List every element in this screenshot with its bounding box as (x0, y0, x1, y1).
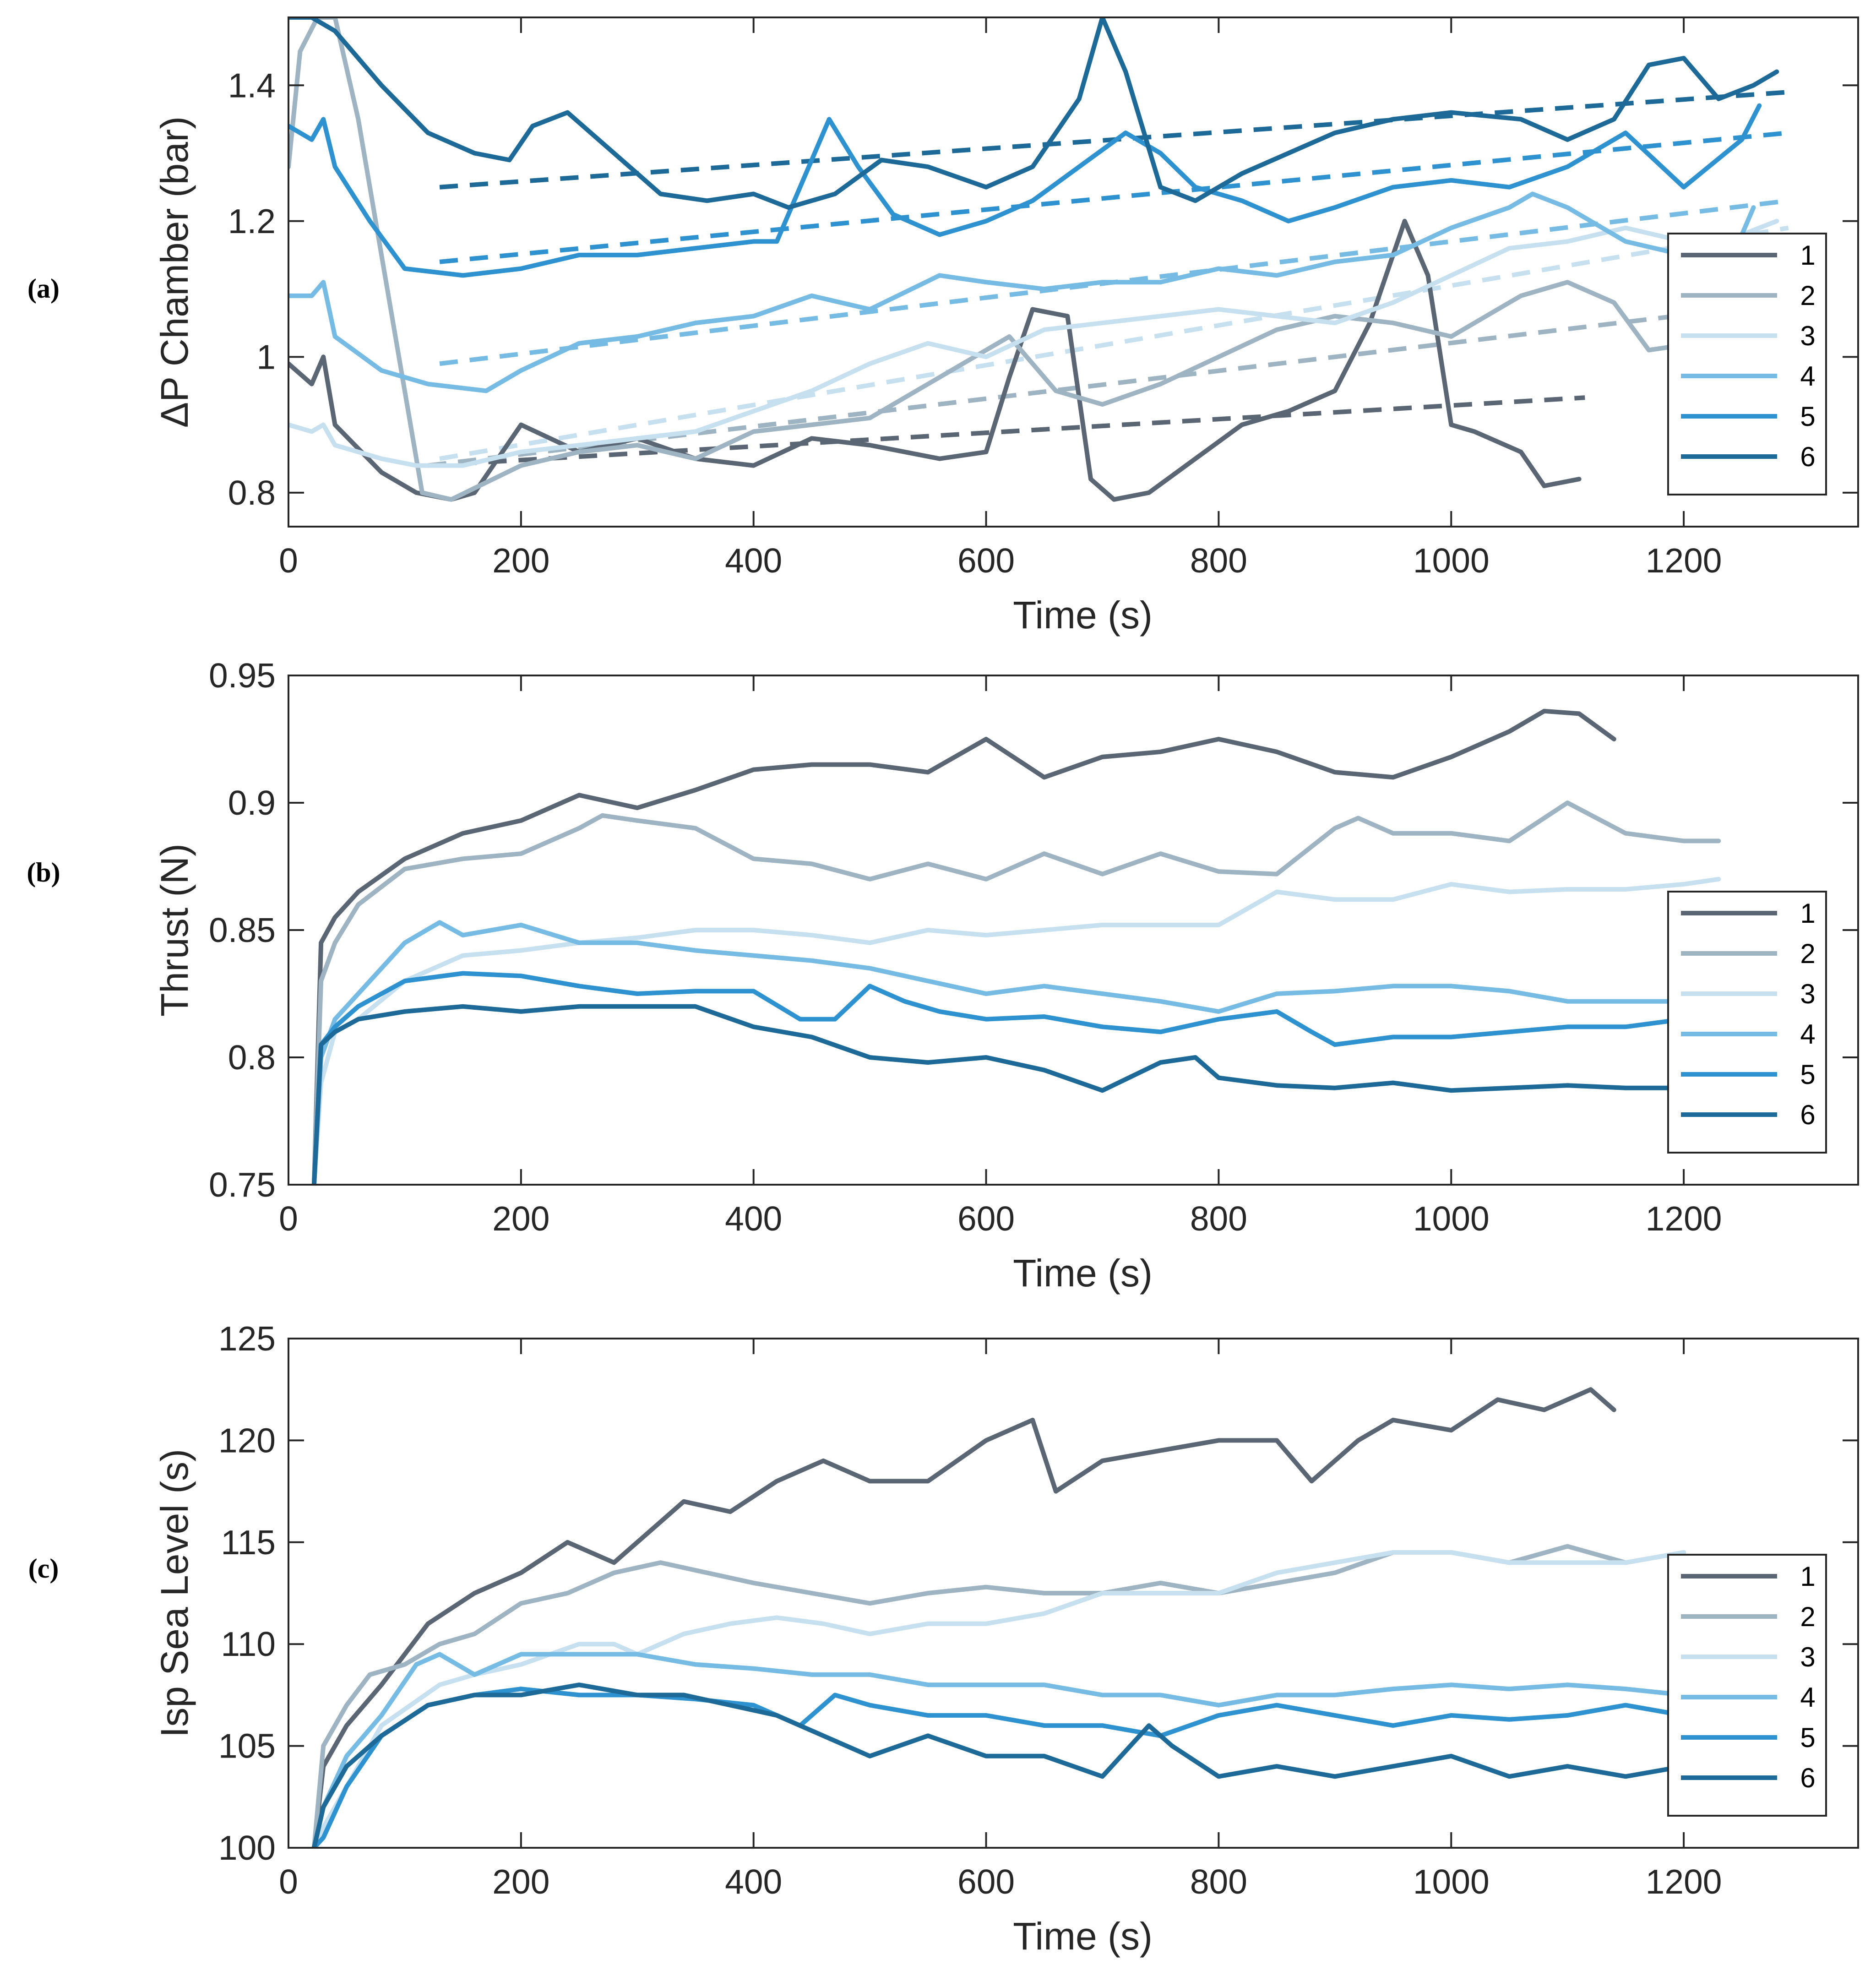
x-tick-label: 1000 (1413, 1862, 1490, 1901)
series-line-2 (311, 800, 1721, 1185)
series-line-6 (288, 17, 1779, 210)
legend-box (1667, 891, 1827, 1154)
y-axis-label: ΔP Chamber (bar) (153, 116, 196, 428)
x-tick-label: 600 (957, 1862, 1015, 1901)
x-tick-label: 1200 (1646, 541, 1722, 580)
legend: 1 2 3 4 5 6 (1667, 891, 1827, 1154)
axes-frame (288, 1338, 1859, 1849)
x-tick-label: 1000 (1413, 541, 1490, 580)
x-axis-label: Time (s) (1013, 1252, 1153, 1295)
trend-line-3 (439, 225, 1789, 461)
y-tick-label: 115 (221, 1523, 276, 1562)
x-tick-label: 0 (279, 1862, 298, 1901)
legend-box (1667, 1554, 1827, 1817)
y-tick-label: 0.8 (228, 1038, 276, 1077)
panel-c: (c) 0 200 400 600 800 1000 1200 100 105 110 115 120 1… (28, 1319, 1859, 1958)
axes-frame (288, 675, 1859, 1186)
legend-label-2: 2 (1800, 1601, 1815, 1632)
y-tick-label: 0.9 (228, 784, 276, 822)
x-tick-label: 200 (492, 1199, 549, 1238)
series-line-3 (288, 218, 1779, 468)
panel-label: (c) (28, 1553, 59, 1584)
x-tick-label: 1000 (1413, 1199, 1490, 1238)
legend-label-5: 5 (1800, 401, 1815, 432)
x-tick-label: 600 (957, 1199, 1015, 1238)
x-tick-label: 0 (279, 1199, 298, 1238)
legend-label-4: 4 (1800, 361, 1815, 392)
y-tick-label: 1 (256, 337, 276, 376)
legend: 1 2 3 4 5 6 (1667, 1554, 1827, 1817)
legend-label-4: 4 (1800, 1019, 1815, 1050)
x-tick-label: 1200 (1646, 1862, 1722, 1901)
x-tick-label: 800 (1190, 541, 1247, 580)
y-tick-label: 0.85 (209, 911, 276, 949)
y-tick-label: 120 (218, 1421, 276, 1459)
plot-area (311, 708, 1802, 1185)
y-tick-label: 1.4 (228, 66, 276, 104)
plot-area (311, 1387, 1802, 1848)
x-axis-label: Time (s) (1013, 593, 1153, 637)
x-tick-label: 400 (725, 1862, 782, 1901)
x-tick-label: 200 (492, 541, 549, 580)
y-tick-label: 1.2 (228, 202, 276, 240)
series-line-1 (311, 708, 1616, 1185)
legend-label-1: 1 (1800, 898, 1815, 929)
y-axis-label: Thrust (N) (153, 844, 196, 1017)
legend-box (1667, 233, 1827, 495)
panel-label: (b) (27, 857, 60, 887)
legend-label-5: 5 (1800, 1059, 1815, 1090)
legend-label-6: 6 (1800, 1100, 1815, 1130)
series-line-4 (311, 1652, 1802, 1848)
panel-label: (a) (27, 273, 60, 304)
x-tick-label: 200 (492, 1862, 549, 1901)
x-tick-label: 400 (725, 541, 782, 580)
series-line-1 (311, 1387, 1616, 1848)
x-tick-label: 400 (725, 1199, 782, 1238)
y-tick-label: 125 (218, 1319, 276, 1358)
x-axis-label: Time (s) (1013, 1915, 1153, 1958)
plot-area (288, 17, 1789, 502)
legend-label-6: 6 (1800, 441, 1815, 472)
legend-label-6: 6 (1800, 1763, 1815, 1793)
panel-b: (b) 0 200 400 600 800 1000 1200 0.75 0.8 0.85 0.9 0.… (27, 656, 1859, 1295)
y-tick-label: 105 (218, 1727, 276, 1765)
x-tick-label: 0 (279, 541, 298, 580)
y-tick-label: 110 (221, 1625, 276, 1663)
series-line-4 (288, 191, 1756, 393)
legend-label-3: 3 (1800, 979, 1815, 1009)
axes-frame (288, 16, 1859, 528)
trend-line-1 (428, 395, 1585, 468)
legend-label-5: 5 (1800, 1722, 1815, 1753)
x-tick-label: 800 (1190, 1199, 1247, 1238)
series-line-5 (311, 971, 1791, 1185)
y-tick-label: 100 (218, 1829, 276, 1867)
y-tick-label: 0.8 (228, 474, 276, 512)
y-axis-label: Isp Sea Level (s) (153, 1449, 196, 1737)
series-line-2 (288, 17, 1756, 502)
legend-label-2: 2 (1800, 938, 1815, 969)
legend: 1 2 3 4 5 6 (1667, 233, 1827, 495)
legend-label-1: 1 (1800, 1561, 1815, 1592)
legend-label-4: 4 (1800, 1682, 1815, 1713)
y-tick-label: 0.75 (209, 1165, 276, 1204)
series-line-3 (311, 1550, 1686, 1848)
legend-label-3: 3 (1800, 1642, 1815, 1672)
series-line-5 (288, 103, 1762, 278)
x-tick-label: 600 (957, 541, 1015, 580)
legend-label-3: 3 (1800, 321, 1815, 351)
series-line-4 (311, 920, 1802, 1185)
series-line-3 (311, 876, 1721, 1185)
panel-a: (a) 0 200 400 600 800 1000 1200 0.8 1 1.2 1.4 Time (… (27, 16, 1859, 637)
y-tick-label: 0.95 (209, 656, 276, 695)
legend-label-1: 1 (1800, 240, 1815, 271)
x-tick-label: 800 (1190, 1862, 1247, 1901)
series-line-6 (311, 1682, 1802, 1848)
x-tick-label: 1200 (1646, 1199, 1722, 1238)
legend-label-2: 2 (1800, 280, 1815, 311)
trend-line-5 (439, 131, 1789, 264)
series-line-6 (311, 1004, 1802, 1185)
